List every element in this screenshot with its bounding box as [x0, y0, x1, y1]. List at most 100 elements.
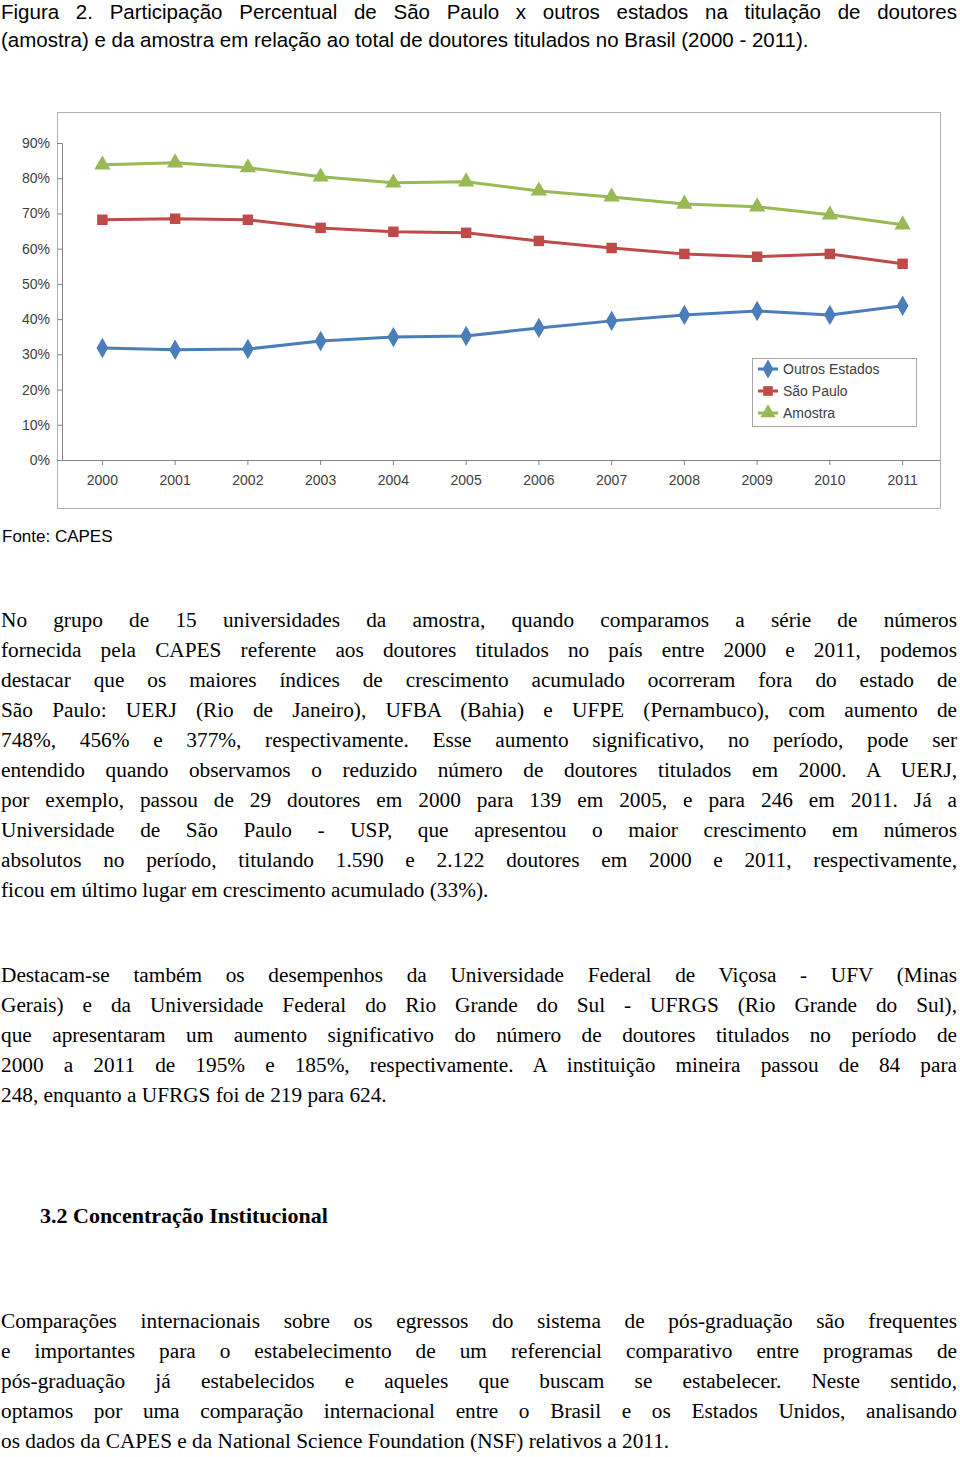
paragraph: No grupo de 15 universidades da amostra,…: [1, 605, 957, 905]
x-tick-label: 2004: [378, 472, 409, 488]
x-tick-label: 2006: [523, 472, 554, 488]
series-marker: [603, 187, 619, 201]
x-axis-line: [62, 460, 940, 461]
paragraph-line: São Paulo: UERJ (Rio de Janeiro), UFBA (…: [1, 695, 957, 725]
paragraph-line: fornecida pela CAPES referente aos douto…: [1, 635, 957, 665]
paragraph: Destacam-se também os desempenhos da Uni…: [1, 960, 957, 1110]
series-marker: [606, 311, 618, 331]
x-tick: 2002: [232, 460, 263, 488]
series-marker: [897, 259, 907, 269]
series-line: [102, 163, 902, 225]
y-tick: 0%: [30, 452, 62, 468]
x-tick-mark: [684, 460, 685, 465]
x-tick-mark: [247, 460, 248, 465]
x-tick-mark: [829, 460, 830, 465]
x-tick-mark: [466, 460, 467, 465]
series-marker: [894, 215, 910, 229]
series-line: [102, 306, 902, 350]
series-marker: [312, 167, 328, 181]
caption: Figura 2. Participação Percentual de São…: [1, 0, 957, 54]
series-marker: [897, 296, 909, 316]
series-marker: [531, 181, 547, 195]
legend-label: Outros Estados: [783, 361, 880, 377]
x-tick: 2001: [160, 460, 191, 488]
series-marker: [752, 252, 762, 262]
x-axis: 2000 2001 2002 2003 2004 2005 2006 2007 2008 2009…: [62, 460, 940, 488]
x-tick-mark: [757, 460, 758, 465]
y-tick-label: 10%: [22, 417, 50, 433]
series-marker: [822, 205, 838, 219]
legend-item: Outros Estados: [758, 360, 880, 379]
paragraph-line: Comparações internacionais sobre os egre…: [1, 1306, 957, 1336]
chart-frame: [58, 113, 941, 509]
y-tick-label: 50%: [22, 276, 50, 292]
x-tick: 2006: [523, 460, 554, 488]
x-tick-mark: [175, 460, 176, 465]
y-tick: 40%: [22, 311, 62, 327]
x-tick: 2007: [596, 460, 627, 488]
legend-label: Amostra: [783, 405, 835, 421]
series-marker: [97, 215, 107, 225]
y-tick-mark: [57, 390, 62, 391]
series-marker: [458, 172, 474, 186]
y-tick-mark: [57, 354, 62, 355]
x-tick: 2003: [305, 460, 336, 488]
series-marker: [388, 227, 398, 237]
paragraph-line: entendido quando observamos o reduzido n…: [1, 755, 957, 785]
x-tick-mark: [538, 460, 539, 465]
paragraph-line: No grupo de 15 universidades da amostra,…: [1, 605, 957, 635]
x-tick: 2011: [888, 460, 918, 488]
x-tick-label: 2010: [814, 472, 845, 488]
caption-line: Figura 2. Participação Percentual de São…: [1, 0, 957, 26]
x-tick-mark: [102, 460, 103, 465]
source: Fonte: CAPES: [2, 526, 113, 548]
legend-marker: [763, 360, 774, 379]
series-marker: [678, 305, 690, 325]
y-tick-label: 0%: [30, 452, 50, 468]
paragraph-line: optamos por uma comparação internacional…: [1, 1396, 957, 1426]
series-marker: [825, 249, 835, 259]
y-tick: 90%: [22, 135, 62, 151]
paragraph-line: Gerais) e da Universidade Federal do Rio…: [1, 990, 957, 1020]
y-tick-label: 40%: [22, 311, 50, 327]
paragraph-line: 248, enquanto a UFRGS foi de 219 para 62…: [1, 1080, 957, 1110]
series-marker: [679, 249, 689, 259]
y-tick: 10%: [22, 417, 62, 433]
series-marker: [169, 340, 181, 360]
series-marker: [240, 158, 256, 172]
x-tick-label: 2011: [888, 472, 918, 488]
y-tick-label: 70%: [22, 205, 50, 221]
x-tick: 2004: [378, 460, 409, 488]
y-tick-label: 80%: [22, 170, 50, 186]
x-tick: 2000: [87, 460, 118, 488]
paragraph: Comparações internacionais sobre os egre…: [1, 1306, 957, 1456]
chart: 0%10%20%30%40%50%60%70%80%90%20002001200…: [0, 0, 960, 520]
y-tick: 60%: [22, 241, 62, 257]
x-tick-label: 2005: [451, 472, 482, 488]
y-tick: 80%: [22, 170, 62, 186]
legend-item: Amostra: [758, 404, 835, 421]
legend-frame: [753, 359, 917, 427]
paragraph-line: que apresentaram um aumento significativ…: [1, 1020, 957, 1050]
paragraph-line: Destacam-se também os desempenhos da Uni…: [1, 960, 957, 990]
x-tick-label: 2003: [305, 472, 336, 488]
y-axis-line: [57, 144, 63, 461]
y-tick-mark: [57, 249, 62, 250]
y-tick-mark: [57, 319, 62, 320]
y-tick-label: 20%: [22, 382, 50, 398]
x-tick-label: 2007: [596, 472, 627, 488]
y-tick-mark: [57, 143, 62, 144]
series-marker: [315, 223, 325, 233]
paragraph-line: absolutos no período, titulando 1.590 e …: [1, 845, 957, 875]
caption-line: (amostra) e da amostra em relação ao tot…: [1, 26, 957, 54]
series-marker: [242, 339, 254, 359]
x-tick-label: 2009: [742, 472, 773, 488]
paragraph-line: destacar que os maiores índices de cresc…: [1, 665, 957, 695]
series-marker: [533, 318, 545, 338]
x-tick-mark: [611, 460, 612, 465]
series-marker: [749, 197, 765, 211]
x-tick-label: 2001: [160, 472, 191, 488]
x-tick-label: 2008: [669, 472, 700, 488]
series-marker: [170, 213, 180, 223]
y-tick: 50%: [22, 276, 62, 292]
